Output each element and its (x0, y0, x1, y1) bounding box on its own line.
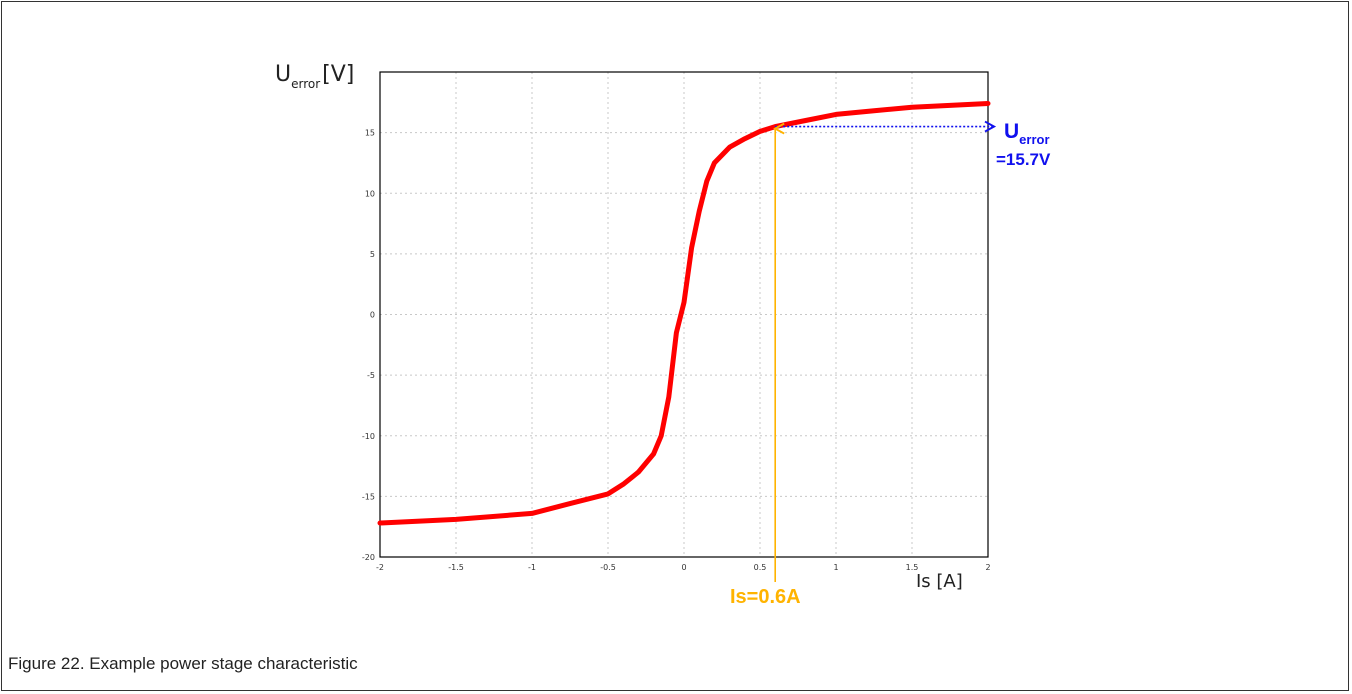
y-tick-label: 10 (365, 189, 375, 198)
series-layer (377, 101, 991, 526)
y-tick-label: -10 (362, 432, 375, 441)
y-axis-label: Uerror[V] (275, 62, 354, 91)
grid (380, 72, 988, 557)
y-tick-label: -15 (362, 492, 375, 501)
x-tick-label: -1.5 (448, 563, 464, 572)
x-tick-label: 1 (833, 563, 838, 572)
x-tick-label: -0.5 (600, 563, 616, 572)
annotations: Uerror =15.7V Is=0.6A (730, 120, 1051, 608)
y-tick-label: 5 (370, 250, 375, 259)
blue-annotation-label: Uerror (1004, 120, 1050, 147)
y-tick-label: 0 (370, 311, 375, 320)
plot-area (379, 71, 989, 558)
y-tick-label: -5 (367, 371, 375, 380)
series-line (377, 101, 991, 526)
x-tick-label: -2 (376, 563, 384, 572)
blue-annotation-value: =15.7V (996, 150, 1051, 169)
tick-labels: -2 -1.5 -1 -0.5 0 0.5 1 1.5 2 -20 -15 -10 -5 0 5 10 15 (362, 129, 991, 572)
x-tick-label: 2 (985, 563, 990, 572)
x-axis-label: Is [A] (916, 571, 963, 592)
y-tick-label: -20 (362, 553, 375, 562)
x-tick-label: 0 (681, 563, 686, 572)
x-tick-label: 0.5 (754, 563, 767, 572)
y-tick-label: 15 (365, 129, 375, 138)
orange-annotation-label: Is=0.6A (730, 586, 801, 608)
figure-caption: Figure 22. Example power stage character… (8, 654, 358, 673)
x-tick-label: -1 (528, 563, 536, 572)
x-tick-label: 1.5 (906, 563, 919, 572)
